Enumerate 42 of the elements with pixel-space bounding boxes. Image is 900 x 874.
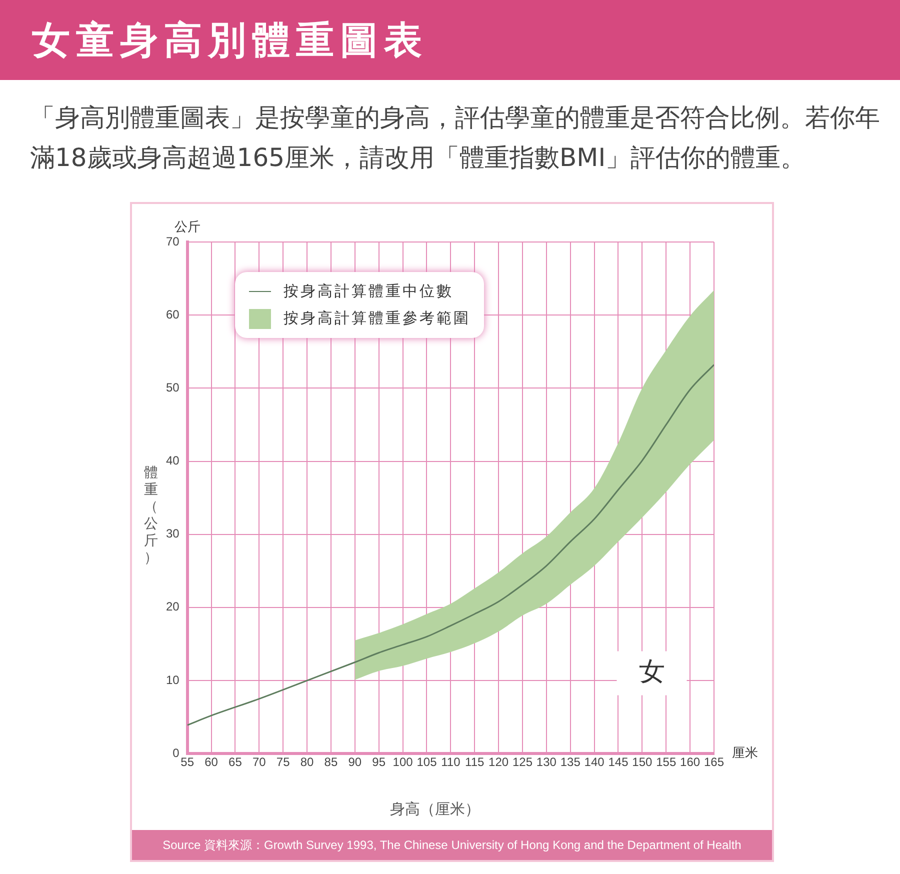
y-tick-label: 0 <box>172 746 180 760</box>
x-tick-label: 115 <box>465 755 484 770</box>
x-axis-title: 身高（厘米） <box>389 800 481 819</box>
x-tick-label: 135 <box>560 755 581 770</box>
y-tick-label: 10 <box>166 672 180 687</box>
y-axis-title: 體重（公斤） <box>143 465 159 567</box>
x-tick-label: 150 <box>632 755 653 770</box>
x-tick-label: 65 <box>228 755 242 770</box>
x-tick-label: 125 <box>512 755 533 770</box>
y-tick-label: 60 <box>166 307 180 322</box>
x-tick-label: 110 <box>441 755 461 770</box>
x-tick-label: 165 <box>704 755 724 770</box>
y-tick-label: 30 <box>166 526 180 541</box>
source-note: Source 資料來源：Growth Survey 1993, The Chinese University of Hong Kong and the Department of Health <box>132 830 772 860</box>
x-tick-label: 145 <box>608 755 629 770</box>
x-tick-label: 120 <box>488 755 509 770</box>
y-tick-label: 20 <box>166 600 180 614</box>
x-tick-label: 105 <box>416 755 438 770</box>
annotation: 按身高計算體重參考範圍 <box>283 309 470 328</box>
y-tick-label: 50 <box>166 380 180 394</box>
x-tick-label: 95 <box>372 755 386 770</box>
legend-label: 按身高計算體重中位數 <box>283 282 454 301</box>
x-tick-label: 80 <box>300 755 314 770</box>
x-tick-label: 140 <box>584 755 605 770</box>
line-series <box>187 364 714 726</box>
y-tick-label: 70 <box>166 234 180 248</box>
x-tick-label: 100 <box>392 755 414 770</box>
text: 公斤 <box>174 220 200 235</box>
chart-title: 女童身高別體重圖表 <box>0 0 900 80</box>
x-tick-label: 130 <box>536 755 557 770</box>
x-tick-label: 75 <box>276 755 290 770</box>
x-tick-label: 55 <box>180 755 194 770</box>
annotation: 女 <box>638 656 665 687</box>
chart-subtitle: 「身高別體重圖表」是按學童的身高，評估學童的體重是否符合比例。若你年滿18歲或身高超過165厘米，請改用「體重指數BMI」評估你的體重。 <box>30 102 880 174</box>
x-tick-label: 160 <box>680 755 700 770</box>
x-tick-label: 85 <box>324 755 338 770</box>
y-tick-label: 40 <box>166 454 180 468</box>
x-tick-label: 60 <box>204 755 218 770</box>
x-tick-label: 155 <box>656 755 676 770</box>
x-tick-label: 90 <box>348 755 362 770</box>
x-tick-label: 70 <box>252 755 266 770</box>
text: 厘米 <box>732 746 758 761</box>
